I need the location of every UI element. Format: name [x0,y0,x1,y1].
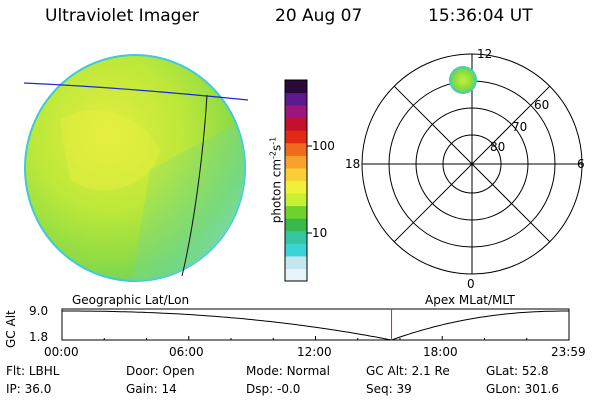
info-mode: Mode: Normal [246,364,330,378]
colorbar-band [285,218,307,232]
info-gc-alt: GC Alt: 2.1 Re [366,364,450,378]
colorbar-tick-10: 10 [312,226,328,240]
mlt-label-0: 0 [467,277,475,291]
auroral-emission-spot [449,66,477,94]
gc-xtick-0600: 06:00 [169,345,204,359]
gc-ytick-9: 9.0 [29,304,49,318]
colorbar-band [285,92,307,106]
gc-alt-ylabel: GC Alt [4,310,18,348]
colorbar-band [285,80,307,94]
colorbar-band [285,142,307,156]
colorbar-band [285,255,307,269]
colorbar-band [285,205,307,219]
info-glat: GLat: 52.8 [486,364,549,378]
colorbar-band [285,243,307,257]
colorbar-band [285,230,307,244]
mlat-label-80: 80 [490,140,506,154]
earth-image [23,54,249,282]
colorbar-label: photon cm-2s-1 [268,136,284,224]
mlt-label-6: 6 [577,157,585,171]
info-glon: GLon: 301.6 [486,382,559,396]
colorbar-tick-100: 100 [312,139,335,153]
info-seq: Seq: 39 [366,382,412,396]
mlat-label-70: 70 [512,120,528,134]
info-dsp: Dsp: -0.0 [246,382,301,396]
colorbar-band [285,130,307,144]
colorbar-band [285,268,307,282]
gc-ytick-1-8: 1.8 [29,330,49,344]
gc-xtick-1800: 18:00 [423,345,458,359]
colorbar-band [285,167,307,181]
polar-plot [361,53,583,275]
instrument-title: Ultraviolet Imager [45,6,199,26]
colorbar-band [285,180,307,194]
info-ip: IP: 36.0 [6,382,52,396]
info-gain: Gain: 14 [126,382,177,396]
geographic-label: Geographic Lat/Lon [72,293,190,307]
apex-label: Apex MLat/MLT [425,293,515,307]
longitude-line [181,94,208,277]
gc-altitude-plot [61,308,570,341]
latitude-line [23,82,249,101]
mlat-label-60: 60 [534,98,550,112]
colorbar-band [285,155,307,169]
gc-xtick-2359: 23:59 [551,345,586,359]
colorbar-band [285,105,307,119]
image-date: 20 Aug 07 [275,6,363,26]
colorbar-band [285,193,307,207]
gc-xtick-0000: 00:00 [44,345,79,359]
mlt-label-18: 18 [345,157,361,171]
image-time: 15:36:04 UT [428,6,533,26]
mlt-label-12: 12 [477,47,493,61]
colorbar-band [285,117,307,131]
gc-xtick-1200: 12:00 [297,345,332,359]
info-door: Door: Open [126,364,195,378]
info-filter: Flt: LBHL [6,364,60,378]
colorbar [284,79,312,282]
